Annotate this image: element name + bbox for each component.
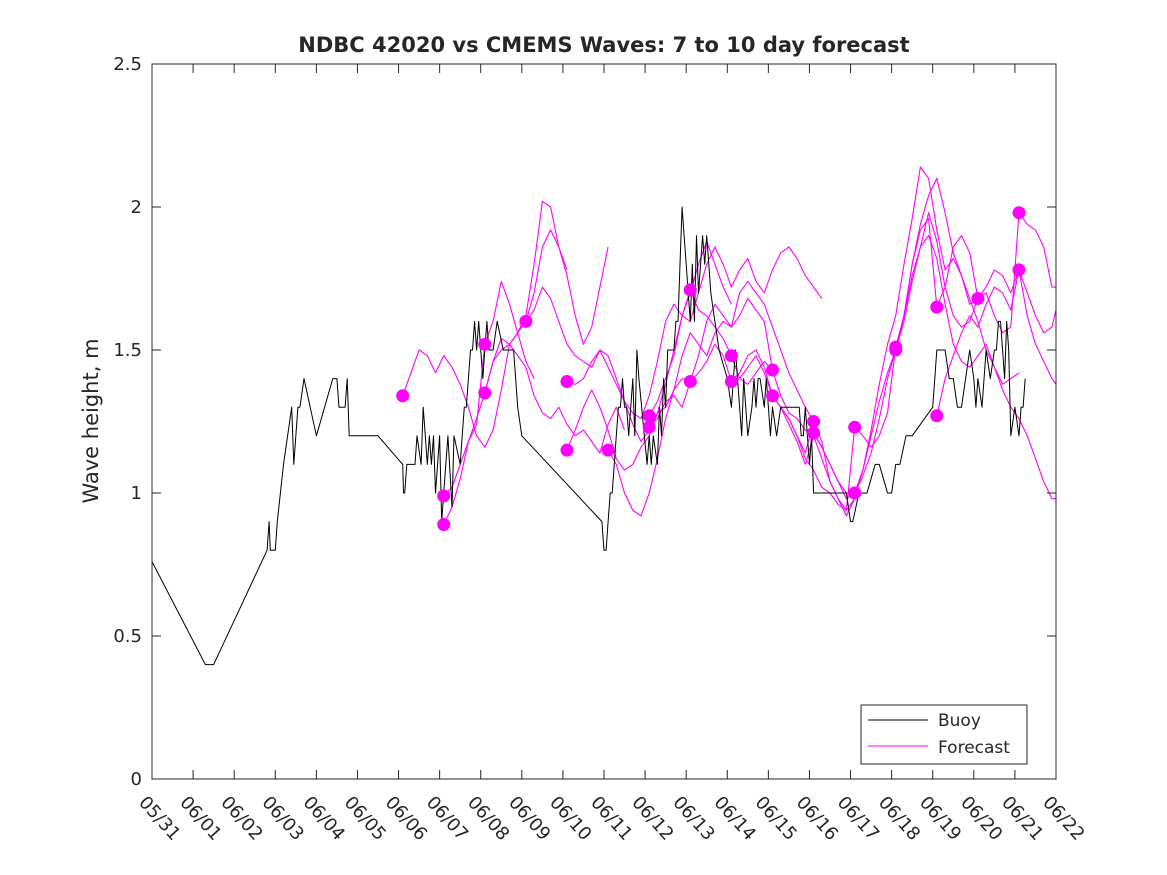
forecast-line [484,338,626,454]
forecast-marker [766,389,779,403]
forecast-line [936,269,1057,416]
forecast-marker [930,409,944,423]
forecast-marker [889,343,903,357]
forecast-marker [807,426,821,440]
forecast-marker [930,300,944,314]
y-axis-label: Wave height, m [79,338,103,503]
buoy-line [151,206,1026,666]
chart-title: NDBC 42020 vs CMEMS Waves: 7 to 10 day f… [298,33,909,57]
forecast-marker [396,389,410,403]
forecast-marker [560,375,574,388]
forecast-marker [642,409,656,423]
forecast-marker [766,363,779,377]
forecast-marker [1012,263,1026,277]
forecast-marker [478,386,492,400]
forecast-marker [848,420,862,434]
forecast-marker [683,283,697,297]
series-layer [151,166,1057,666]
forecast-marker [807,415,821,428]
y-tick-label: 2.5 [113,54,142,75]
forecast-marker [478,337,492,351]
legend: Buoy Forecast [860,704,1028,765]
forecast-line [854,166,1057,494]
forecast-marker [848,486,862,500]
forecast-line [525,240,732,420]
forecast-line [443,200,568,497]
forecast-marker [437,518,451,531]
y-tick-label: 0 [131,769,142,790]
legend-label-forecast: Forecast [938,738,1010,758]
forecast-marker [683,375,697,388]
forecast-marker [724,375,738,388]
y-tick-label: 1.5 [113,340,142,361]
plot-area [152,64,1056,779]
y-tick-label: 2 [131,197,142,218]
y-tick-label: 1 [131,483,142,504]
forecast-line [607,280,815,517]
forecast-marker [601,443,615,457]
forecast-marker [437,489,451,503]
forecast-marker [971,292,985,305]
forecast-marker [560,443,574,457]
forecast-marker [519,314,533,328]
y-tick-label: 0.5 [113,626,142,647]
forecast-marker [1012,206,1026,220]
forecast-line [648,343,856,511]
legend-box [860,704,1028,765]
legend-label-buoy: Buoy [938,711,981,731]
forecast-marker [642,420,656,434]
forecast-marker [724,349,738,363]
